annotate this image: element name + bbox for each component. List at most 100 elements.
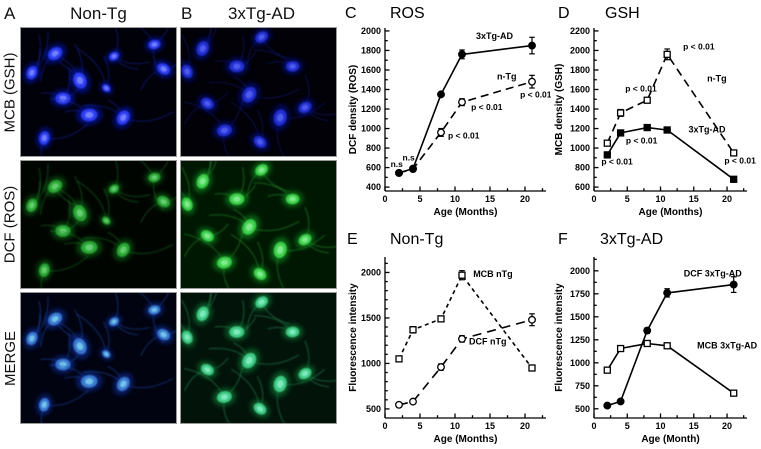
svg-text:3xTg-AD: 3xTg-AD <box>600 231 663 248</box>
svg-text:F: F <box>558 231 568 248</box>
svg-text:n-Tg: n-Tg <box>707 74 727 84</box>
svg-text:1000: 1000 <box>361 358 381 368</box>
svg-text:15: 15 <box>689 421 699 431</box>
svg-text:1600: 1600 <box>570 84 590 94</box>
svg-text:1200: 1200 <box>361 104 381 114</box>
svg-text:0: 0 <box>382 421 387 431</box>
svg-text:Age (Months): Age (Months) <box>434 207 498 218</box>
svg-text:1250: 1250 <box>570 335 590 345</box>
svg-text:1400: 1400 <box>570 104 590 114</box>
svg-text:2000: 2000 <box>361 26 381 36</box>
svg-text:1000: 1000 <box>570 358 590 368</box>
svg-text:1600: 1600 <box>361 65 381 75</box>
svg-text:Age (Months): Age (Months) <box>434 434 498 445</box>
svg-text:5: 5 <box>625 194 630 204</box>
panel-a-title: Non-Tg <box>70 4 127 23</box>
svg-text:n-Tg: n-Tg <box>497 72 517 82</box>
svg-text:Age (Month): Age (Month) <box>641 434 699 445</box>
svg-text:Fluorescence intensity: Fluorescence intensity <box>554 283 565 392</box>
chart-3xtg-ad: 0 5 10 15 20 500 750 1000 1250 1500 1750 2000 Age (M… <box>554 231 758 445</box>
svg-text:2000: 2000 <box>570 45 590 55</box>
panel-a-letter: A <box>4 4 16 23</box>
svg-text:600: 600 <box>575 182 590 192</box>
panel-b-letter: B <box>181 4 193 23</box>
chart-non-tg: 0 5 10 15 20 500 1000 1500 2000 Age (Months) Fluor… <box>347 231 546 445</box>
row-label-merge: MERGE <box>1 330 19 386</box>
svg-text:20: 20 <box>520 421 530 431</box>
svg-text:750: 750 <box>575 381 590 391</box>
svg-text:p < 0.01: p < 0.01 <box>724 156 756 166</box>
svg-text:10: 10 <box>656 194 666 204</box>
svg-text:MCB nTg: MCB nTg <box>473 269 513 279</box>
svg-text:2000: 2000 <box>361 267 381 277</box>
svg-text:5: 5 <box>417 421 422 431</box>
svg-text:2000: 2000 <box>570 266 590 276</box>
chart-gsh: 0 5 10 15 20 600 800 1000 1200 1400 1600 1800 2000 22… <box>554 5 756 218</box>
svg-text:1800: 1800 <box>570 65 590 75</box>
svg-text:n.s: n.s <box>403 152 416 162</box>
svg-text:600: 600 <box>366 163 381 173</box>
svg-text:p < 0.01: p < 0.01 <box>448 130 480 140</box>
svg-text:0: 0 <box>382 194 387 204</box>
micro-panel-b-merge <box>180 292 337 424</box>
svg-text:E: E <box>347 231 358 248</box>
micro-panel-b-mcb <box>180 27 337 157</box>
svg-text:GSH: GSH <box>605 5 640 22</box>
svg-text:15: 15 <box>485 421 495 431</box>
svg-text:Non-Tg: Non-Tg <box>390 231 443 248</box>
svg-text:10: 10 <box>450 421 460 431</box>
svg-text:800: 800 <box>366 143 381 153</box>
svg-text:DCF density (ROS): DCF density (ROS) <box>348 65 359 154</box>
micro-panel-a-mcb <box>20 27 177 157</box>
chart-ros: 0 5 10 15 20 400 600 800 1000 1200 1400 1600 1800 200… <box>345 5 551 218</box>
micro-panel-b-dcf <box>180 160 337 289</box>
svg-text:p < 0.01: p < 0.01 <box>626 136 658 146</box>
svg-text:Age (Months): Age (Months) <box>639 207 703 218</box>
svg-text:1000: 1000 <box>570 143 590 153</box>
svg-text:p < 0.01: p < 0.01 <box>520 89 551 99</box>
svg-text:3xTg-AD: 3xTg-AD <box>688 124 726 134</box>
svg-text:500: 500 <box>366 404 381 414</box>
svg-text:15: 15 <box>689 194 699 204</box>
panel-b-title: 3xTg-AD <box>227 4 296 23</box>
svg-text:D: D <box>558 5 570 22</box>
svg-text:n.s: n.s <box>391 159 404 169</box>
micro-panel-a-merge <box>20 292 177 424</box>
svg-text:1200: 1200 <box>570 124 590 134</box>
micro-panel-a-dcf <box>20 160 177 289</box>
svg-text:15: 15 <box>485 194 495 204</box>
svg-text:5: 5 <box>625 421 630 431</box>
svg-text:p < 0.01: p < 0.01 <box>683 41 715 51</box>
svg-text:p < 0.01: p < 0.01 <box>625 83 657 93</box>
svg-text:20: 20 <box>722 421 732 431</box>
svg-text:1400: 1400 <box>361 84 381 94</box>
svg-text:20: 20 <box>520 194 530 204</box>
svg-text:2200: 2200 <box>570 26 590 36</box>
svg-text:5: 5 <box>417 194 422 204</box>
svg-text:C: C <box>345 5 357 22</box>
svg-text:DCF nTg: DCF nTg <box>469 336 507 346</box>
svg-text:1800: 1800 <box>361 45 381 55</box>
svg-text:0: 0 <box>591 194 596 204</box>
svg-text:p < 0.01: p < 0.01 <box>471 102 503 112</box>
svg-text:MCB 3xTg-AD: MCB 3xTg-AD <box>697 341 757 351</box>
svg-text:p < 0.01: p < 0.01 <box>601 157 633 167</box>
svg-text:1750: 1750 <box>570 289 590 299</box>
svg-text:MCB density (GSH): MCB density (GSH) <box>554 64 565 156</box>
svg-text:DCF 3xTg-AD: DCF 3xTg-AD <box>684 268 742 278</box>
svg-text:0: 0 <box>591 421 596 431</box>
svg-text:ROS: ROS <box>390 5 425 22</box>
svg-text:3xTg-AD: 3xTg-AD <box>476 31 514 41</box>
svg-text:500: 500 <box>575 404 590 414</box>
row-label-dcf-ros: DCF (ROS) <box>1 185 19 264</box>
svg-text:400: 400 <box>366 182 381 192</box>
svg-text:1500: 1500 <box>570 312 590 322</box>
svg-text:1500: 1500 <box>361 313 381 323</box>
svg-text:Fluorescence intensity: Fluorescence intensity <box>348 283 359 392</box>
svg-text:20: 20 <box>722 194 732 204</box>
svg-text:800: 800 <box>575 163 590 173</box>
svg-text:1000: 1000 <box>361 124 381 134</box>
svg-text:10: 10 <box>450 194 460 204</box>
row-label-mcb-gsh: MCB (GSH) <box>1 52 19 132</box>
